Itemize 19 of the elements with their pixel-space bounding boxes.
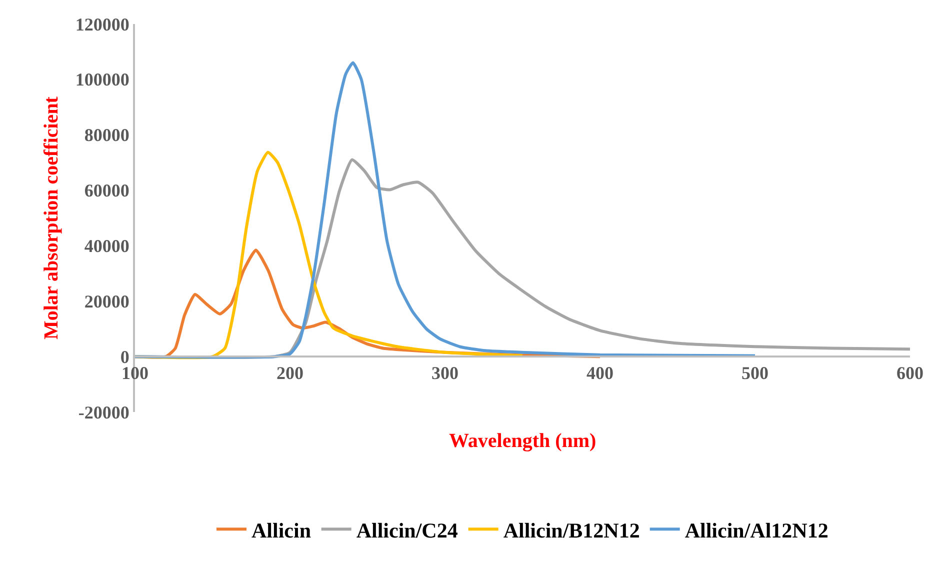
- legend-label: Allicin/C24: [356, 518, 458, 542]
- y-axis-title: Molar absorption coefficient: [40, 96, 62, 340]
- y-tick-label: 20000: [84, 291, 130, 312]
- x-tick-label: 400: [586, 363, 614, 384]
- x-tick-label: 300: [432, 363, 458, 384]
- y-tick-label: 100000: [75, 70, 130, 90]
- y-tick-label: -20000: [78, 402, 130, 422]
- legend-label: Allicin: [252, 518, 312, 542]
- y-tick-label: 80000: [84, 125, 130, 146]
- x-tick-label: 600: [896, 363, 924, 384]
- legend-label: Allicin/Al12N12: [684, 518, 828, 542]
- x-tick-label: 200: [276, 363, 304, 384]
- y-tick-label: 40000: [84, 236, 130, 256]
- x-tick-label: 500: [742, 363, 768, 384]
- y-tick-label: 120000: [75, 14, 130, 34]
- y-tick-label: 60000: [84, 180, 130, 201]
- line-series: [135, 61, 756, 359]
- legend-label: Allicin/B12N12: [503, 518, 640, 542]
- x-axis-title: Wavelength (nm): [449, 430, 596, 452]
